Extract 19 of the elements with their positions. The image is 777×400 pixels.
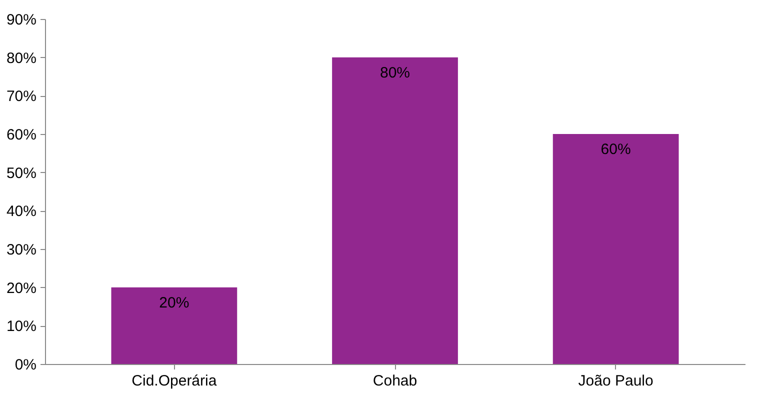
bar [552, 134, 679, 364]
y-tick-label: 10% [6, 318, 36, 336]
x-tick-label: Cohab [372, 372, 418, 390]
data-label: 80% [380, 64, 410, 82]
y-tick-label: 80% [6, 50, 36, 67]
y-tick-label: 50% [6, 164, 36, 182]
x-tick-label: João Paulo [578, 372, 654, 390]
y-tick-label: 60% [6, 126, 36, 144]
y-tick-label: 30% [6, 242, 36, 258]
y-tick-label: 0% [14, 356, 36, 374]
bar [332, 57, 458, 364]
x-tick-label: Cid.Operária [132, 372, 218, 390]
data-label: 60% [600, 141, 631, 158]
bar [111, 287, 238, 364]
y-tick-label: 20% [6, 280, 36, 297]
y-tick-label: 90% [6, 12, 36, 28]
data-label: 20% [159, 294, 190, 312]
y-tick-label: 70% [6, 88, 36, 106]
y-tick-label: 40% [6, 203, 36, 220]
